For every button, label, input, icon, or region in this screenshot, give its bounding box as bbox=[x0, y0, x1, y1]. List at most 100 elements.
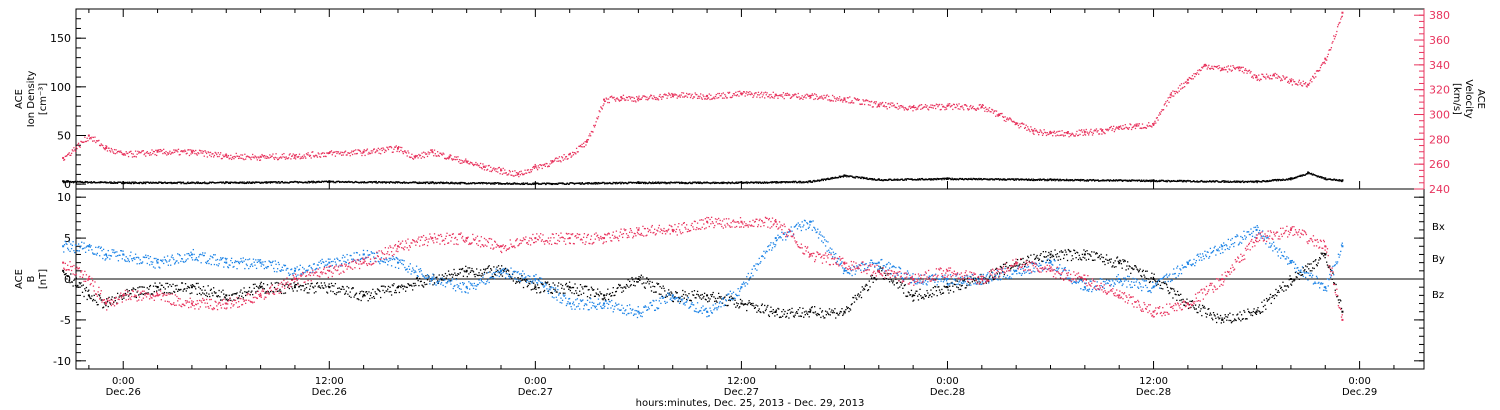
velocity-sample bbox=[145, 155, 147, 157]
density-sample bbox=[242, 182, 245, 184]
density-sample bbox=[1291, 177, 1293, 179]
velocity-sample bbox=[633, 97, 635, 99]
velocity-tick-label: 360 bbox=[1429, 34, 1450, 47]
density-sample bbox=[642, 182, 645, 185]
velocity-sample bbox=[134, 155, 136, 158]
velocity-sample bbox=[370, 150, 372, 152]
velocity-sample bbox=[280, 156, 282, 158]
bx-sample bbox=[390, 294, 393, 296]
bx-sample bbox=[63, 271, 65, 274]
velocity-sample bbox=[634, 100, 636, 102]
velocity-sample bbox=[416, 155, 419, 157]
velocity-sample bbox=[312, 151, 314, 153]
velocity-sample bbox=[202, 152, 204, 154]
density-sample bbox=[1067, 180, 1069, 182]
density-sample bbox=[1136, 180, 1139, 182]
velocity-sample bbox=[632, 100, 635, 102]
velocity-sample bbox=[911, 106, 913, 108]
velocity-sample bbox=[404, 150, 406, 152]
bx-sample bbox=[87, 290, 89, 292]
velocity-point bbox=[517, 173, 520, 176]
bx-sample bbox=[507, 269, 509, 271]
velocity-point bbox=[1152, 123, 1155, 126]
velocity-sample bbox=[451, 159, 454, 161]
density-sample bbox=[161, 182, 163, 184]
density-sample bbox=[316, 180, 318, 183]
velocity-sample bbox=[974, 108, 976, 110]
bx-sample bbox=[335, 293, 337, 296]
velocity-sample bbox=[1084, 133, 1086, 135]
bx-sample bbox=[454, 274, 457, 276]
bx-sample bbox=[626, 285, 628, 287]
density-sample bbox=[586, 182, 589, 184]
velocity-sample bbox=[918, 105, 920, 107]
density-sample bbox=[116, 181, 118, 184]
bx-sample bbox=[355, 293, 357, 295]
bx-sample bbox=[305, 283, 307, 285]
velocity-sample bbox=[1205, 63, 1207, 66]
velocity-sample bbox=[699, 95, 701, 98]
density-sample bbox=[522, 182, 525, 184]
velocity-sample bbox=[96, 140, 98, 142]
bx-sample bbox=[326, 292, 329, 294]
velocity-sample bbox=[1233, 67, 1236, 70]
bx-sample bbox=[579, 290, 581, 292]
bx-sample bbox=[75, 277, 77, 279]
bx-sample bbox=[529, 280, 532, 283]
velocity-sample bbox=[884, 106, 886, 108]
velocity-sample bbox=[355, 153, 358, 155]
velocity-sample bbox=[713, 96, 715, 98]
velocity-sample bbox=[251, 156, 253, 158]
velocity-sample bbox=[672, 96, 675, 98]
bx-sample bbox=[202, 292, 204, 294]
velocity-sample bbox=[1127, 128, 1130, 130]
density-sample bbox=[752, 181, 754, 183]
density-sample bbox=[490, 183, 493, 185]
velocity-sample bbox=[952, 108, 954, 111]
velocity-sample bbox=[1184, 81, 1187, 83]
velocity-point bbox=[671, 93, 674, 96]
velocity-sample bbox=[940, 108, 942, 111]
bx-sample bbox=[533, 288, 536, 290]
bx-sample bbox=[451, 273, 453, 275]
velocity-sample bbox=[1050, 132, 1052, 134]
velocity-sample bbox=[657, 97, 659, 100]
density-sample bbox=[489, 182, 491, 184]
bx-sample bbox=[209, 295, 211, 298]
bx-sample bbox=[503, 270, 505, 273]
bx-sample bbox=[456, 274, 458, 277]
velocity-sample bbox=[1198, 73, 1200, 75]
velocity-sample bbox=[216, 155, 219, 158]
velocity-sample bbox=[130, 150, 132, 152]
velocity-sample bbox=[1279, 76, 1281, 79]
bx-sample bbox=[528, 282, 530, 284]
bx-sample bbox=[160, 284, 162, 286]
velocity-sample bbox=[493, 167, 495, 169]
bx-sample bbox=[510, 276, 512, 278]
density-sample bbox=[829, 178, 831, 180]
density-sample bbox=[1246, 181, 1249, 183]
velocity-sample bbox=[711, 98, 714, 100]
bx-sample bbox=[90, 297, 92, 300]
velocity-point bbox=[809, 94, 812, 97]
density-sample bbox=[250, 182, 252, 184]
bx-sample bbox=[420, 280, 422, 282]
density-sample bbox=[526, 182, 529, 184]
velocity-sample bbox=[493, 169, 496, 171]
velocity-sample bbox=[810, 94, 813, 97]
velocity-sample bbox=[268, 157, 270, 159]
velocity-sample bbox=[1316, 69, 1318, 72]
bx-sample bbox=[483, 268, 485, 270]
velocity-sample bbox=[1219, 70, 1222, 72]
velocity-sample bbox=[317, 152, 319, 154]
velocity-sample bbox=[439, 152, 441, 154]
velocity-sample bbox=[118, 150, 120, 152]
bx-sample bbox=[137, 287, 139, 289]
velocity-sample bbox=[982, 104, 984, 106]
velocity-sample bbox=[631, 100, 633, 102]
velocity-sample bbox=[179, 153, 181, 156]
velocity-sample bbox=[1199, 69, 1201, 72]
bx-sample bbox=[281, 283, 283, 285]
density-sample bbox=[845, 174, 847, 177]
velocity-sample bbox=[1023, 123, 1025, 125]
